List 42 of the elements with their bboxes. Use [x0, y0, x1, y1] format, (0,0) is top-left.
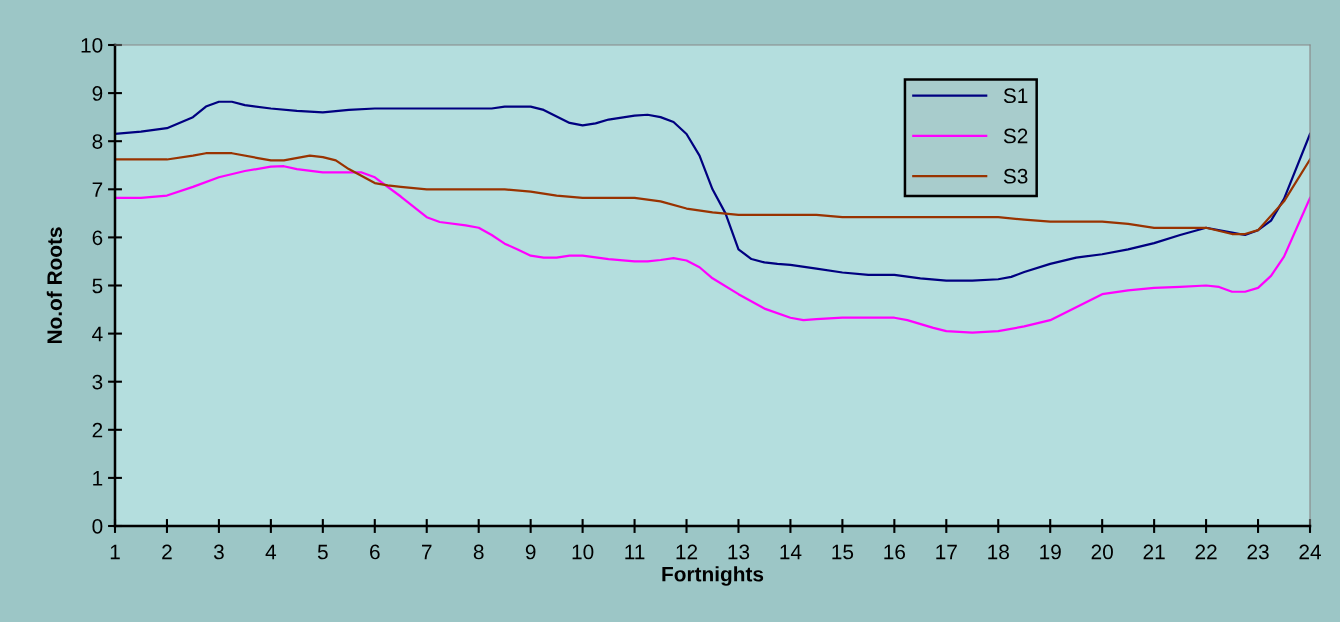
x-tick-label: 11	[625, 544, 645, 560]
x-axis-title: Fortnights	[662, 566, 764, 586]
y-tick-label: 5	[92, 278, 103, 294]
y-tick-label: 8	[92, 134, 103, 149]
y-tick-label: 0	[92, 519, 103, 534]
x-tick-label: 10	[572, 544, 594, 560]
x-tick-label: 17	[936, 544, 957, 560]
y-tick-label: 7	[92, 182, 103, 197]
x-tick-label: 20	[1091, 544, 1113, 560]
y-tick-label: 9	[92, 86, 103, 101]
x-tick-label: 6	[370, 544, 380, 560]
x-tick-label: 22	[1195, 544, 1217, 560]
x-tick-label: 12	[676, 544, 698, 560]
x-tick-label: 5	[317, 544, 328, 560]
x-tick-label: 13	[728, 544, 750, 560]
x-tick-label: 21	[1143, 544, 1165, 560]
x-tick-label: 19	[1040, 544, 1061, 560]
x-tick-label: 9	[525, 544, 536, 560]
x-tick-label: 3	[213, 544, 224, 560]
x-tick-label: 1	[110, 544, 120, 560]
x-tick-label: 2	[162, 544, 172, 560]
y-tick-label: 1	[93, 471, 103, 486]
legend-label: S1	[1003, 88, 1028, 104]
legend-label: S3	[1003, 168, 1028, 184]
line-series	[115, 165, 1310, 334]
x-tick-label: 24	[1299, 544, 1321, 560]
x-tick-label: 8	[473, 544, 484, 560]
x-tick-label: 16	[884, 544, 906, 560]
x-tick-label: 14	[780, 544, 802, 560]
x-tick-label: 18	[988, 544, 1009, 560]
y-tick-label: 2	[92, 422, 103, 438]
line-series	[115, 152, 1310, 236]
y-axis-title: No.of Roots	[46, 227, 63, 344]
x-tick-label: 15	[832, 544, 854, 560]
y-tick-label: 4	[92, 326, 103, 342]
y-tick-label: 10	[81, 38, 103, 53]
x-tick-label: 7	[422, 544, 432, 560]
legend-label: S2	[1003, 128, 1028, 144]
x-tick-label: 4	[265, 544, 277, 560]
y-tick-label: 3	[92, 374, 103, 390]
y-tick-label: 6	[92, 230, 103, 246]
x-tick-label: 23	[1247, 544, 1269, 560]
